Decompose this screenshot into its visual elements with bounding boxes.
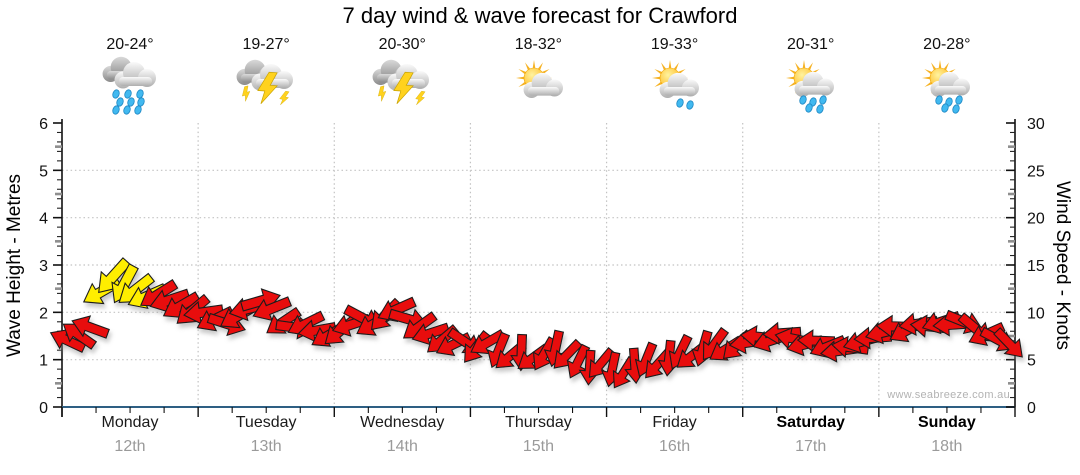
sun-cloud-drizzle-icon: [651, 60, 699, 110]
wind-arrow: [183, 300, 224, 325]
day-name-label: Friday: [652, 414, 697, 431]
day-name-label: Tuesday: [235, 414, 297, 431]
axes: 0 1 2 3 4 5 6 0 5 10 15 20 25 30: [39, 116, 1045, 417]
day-date-label: 13th: [250, 438, 282, 455]
storm-icon: [236, 59, 294, 105]
svg-text:30: 30: [1027, 116, 1045, 133]
weather-icon: [785, 60, 834, 114]
svg-text:15: 15: [1027, 258, 1045, 275]
day-date-label: 12th: [114, 438, 146, 455]
wind-arrow: [532, 336, 558, 371]
weather-icon: [236, 59, 294, 105]
day-temp-range: 20-28°: [923, 36, 971, 53]
wind-arrow: [796, 329, 836, 353]
weather-icon: [515, 60, 563, 98]
svg-text:20: 20: [1027, 211, 1045, 228]
weather-icon: [651, 60, 699, 110]
day-temp-range: 19-33°: [650, 36, 699, 53]
day-name-label: Saturday: [776, 414, 845, 431]
day-temp-range: 20-24°: [106, 36, 154, 53]
wind-speed-axis-title: Wind Speed - Knots: [1052, 180, 1073, 350]
svg-text:5: 5: [1027, 353, 1036, 370]
wind-arrow: [993, 327, 1023, 358]
svg-text:3: 3: [39, 258, 48, 275]
wind-arrow: [411, 322, 451, 346]
day-date-label: 14th: [386, 438, 418, 455]
weather-icon: [372, 59, 430, 105]
wind-arrows-series: [49, 257, 1023, 389]
wind-arrow: [470, 329, 506, 355]
weather-icon: [102, 56, 157, 115]
day-date-label: 18th: [931, 438, 963, 455]
day-temp-range: 19-27°: [242, 36, 290, 53]
svg-text:0: 0: [1027, 400, 1036, 417]
wind-arrow: [588, 347, 616, 378]
day-temp-range: 20-30°: [378, 36, 426, 53]
watermark: www.seabreeze.com.au: [887, 389, 1010, 401]
day-date-label: 15th: [522, 438, 554, 455]
svg-text:6: 6: [39, 116, 48, 133]
svg-text:10: 10: [1027, 305, 1045, 322]
day-name-label: Wednesday: [360, 414, 445, 431]
wind-arrow: [566, 343, 591, 379]
wind-arrow: [71, 315, 110, 339]
day-name-label: Sunday: [917, 414, 976, 431]
wind-arrow: [252, 296, 293, 322]
day-name-label: Thursday: [505, 414, 572, 431]
wind-arrow: [62, 323, 98, 350]
chart-title: 7 day wind & wave forecast for Crawford: [342, 3, 738, 28]
day-name-label: Monday: [101, 414, 159, 431]
day-temp-range: 18-32°: [514, 36, 563, 53]
wind-arrow: [297, 319, 337, 343]
weather-icon: [921, 60, 970, 114]
svg-text:25: 25: [1027, 163, 1045, 180]
svg-text:4: 4: [39, 211, 48, 228]
sun-cloud-showers-icon: [785, 60, 834, 114]
rain-icon: [102, 56, 157, 115]
day-date-label: 16th: [658, 438, 691, 455]
storm-icon: [372, 59, 430, 105]
svg-text:2: 2: [39, 305, 48, 322]
sun-cloud-icon: [515, 60, 563, 98]
day-temp-range: 20-31°: [787, 36, 835, 53]
svg-text:1: 1: [39, 353, 48, 370]
svg-text:0: 0: [39, 400, 48, 417]
sun-cloud-showers-icon: [921, 60, 970, 114]
day-date-label: 17th: [795, 438, 827, 455]
svg-text:5: 5: [39, 163, 48, 180]
